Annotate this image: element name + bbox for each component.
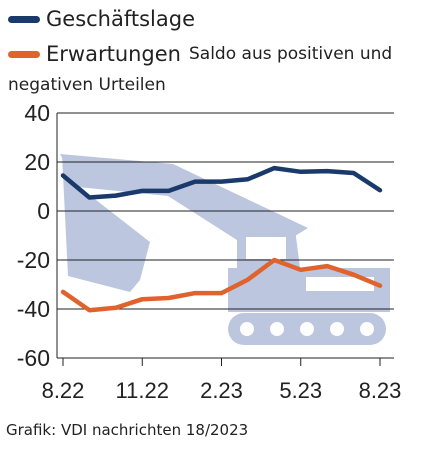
legend-item-erwartungen: Erwartungen Saldo aus positiven und (8, 42, 392, 66)
excavator-illustration (60, 154, 390, 345)
legend-label-erwartungen: Erwartungen (46, 42, 181, 66)
excavator-bucket (62, 155, 150, 292)
x-tick-label: 2.23 (200, 378, 243, 403)
excavator-wheel-2 (270, 322, 284, 336)
legend-swatch-geschaeftslage (8, 15, 40, 23)
y-tick-label: -40 (17, 296, 50, 322)
excavator-wheel-4 (330, 322, 344, 336)
y-axis: 40 20 0 -20 -40 -60 (17, 100, 50, 371)
excavator-body-panel (306, 277, 374, 291)
y-tick-label: -60 (17, 345, 50, 371)
legend-label-geschaeftslage: Geschäftslage (46, 7, 196, 31)
grid (57, 112, 394, 359)
x-tick-label: 5.23 (279, 378, 322, 403)
x-tick-label: 8.22 (42, 378, 85, 403)
excavator-wheel-1 (240, 322, 254, 336)
legend-note-line1: Saldo aus positiven und (189, 44, 393, 64)
excavator-wheel-5 (360, 322, 374, 336)
y-tick-label: -20 (17, 247, 50, 273)
x-tick-label: 11.22 (116, 378, 169, 403)
y-tick-label: 0 (37, 198, 50, 224)
x-axis: 8.22 11.22 2.23 5.23 8.23 (42, 113, 402, 403)
y-tick-label: 20 (24, 149, 50, 175)
source-credit: Grafik: VDI nachrichten 18/2023 (6, 421, 249, 439)
y-tick-label: 40 (24, 100, 50, 126)
excavator-cab-window (246, 237, 286, 259)
legend-swatch-erwartungen (8, 50, 40, 58)
excavator-wheel-3 (300, 322, 314, 336)
legend-note-line2: negativen Urteilen (8, 75, 166, 95)
x-tick-label: 8.23 (359, 378, 402, 403)
legend-item-geschaeftslage: Geschäftslage (8, 7, 195, 31)
series-lines (60, 165, 383, 313)
